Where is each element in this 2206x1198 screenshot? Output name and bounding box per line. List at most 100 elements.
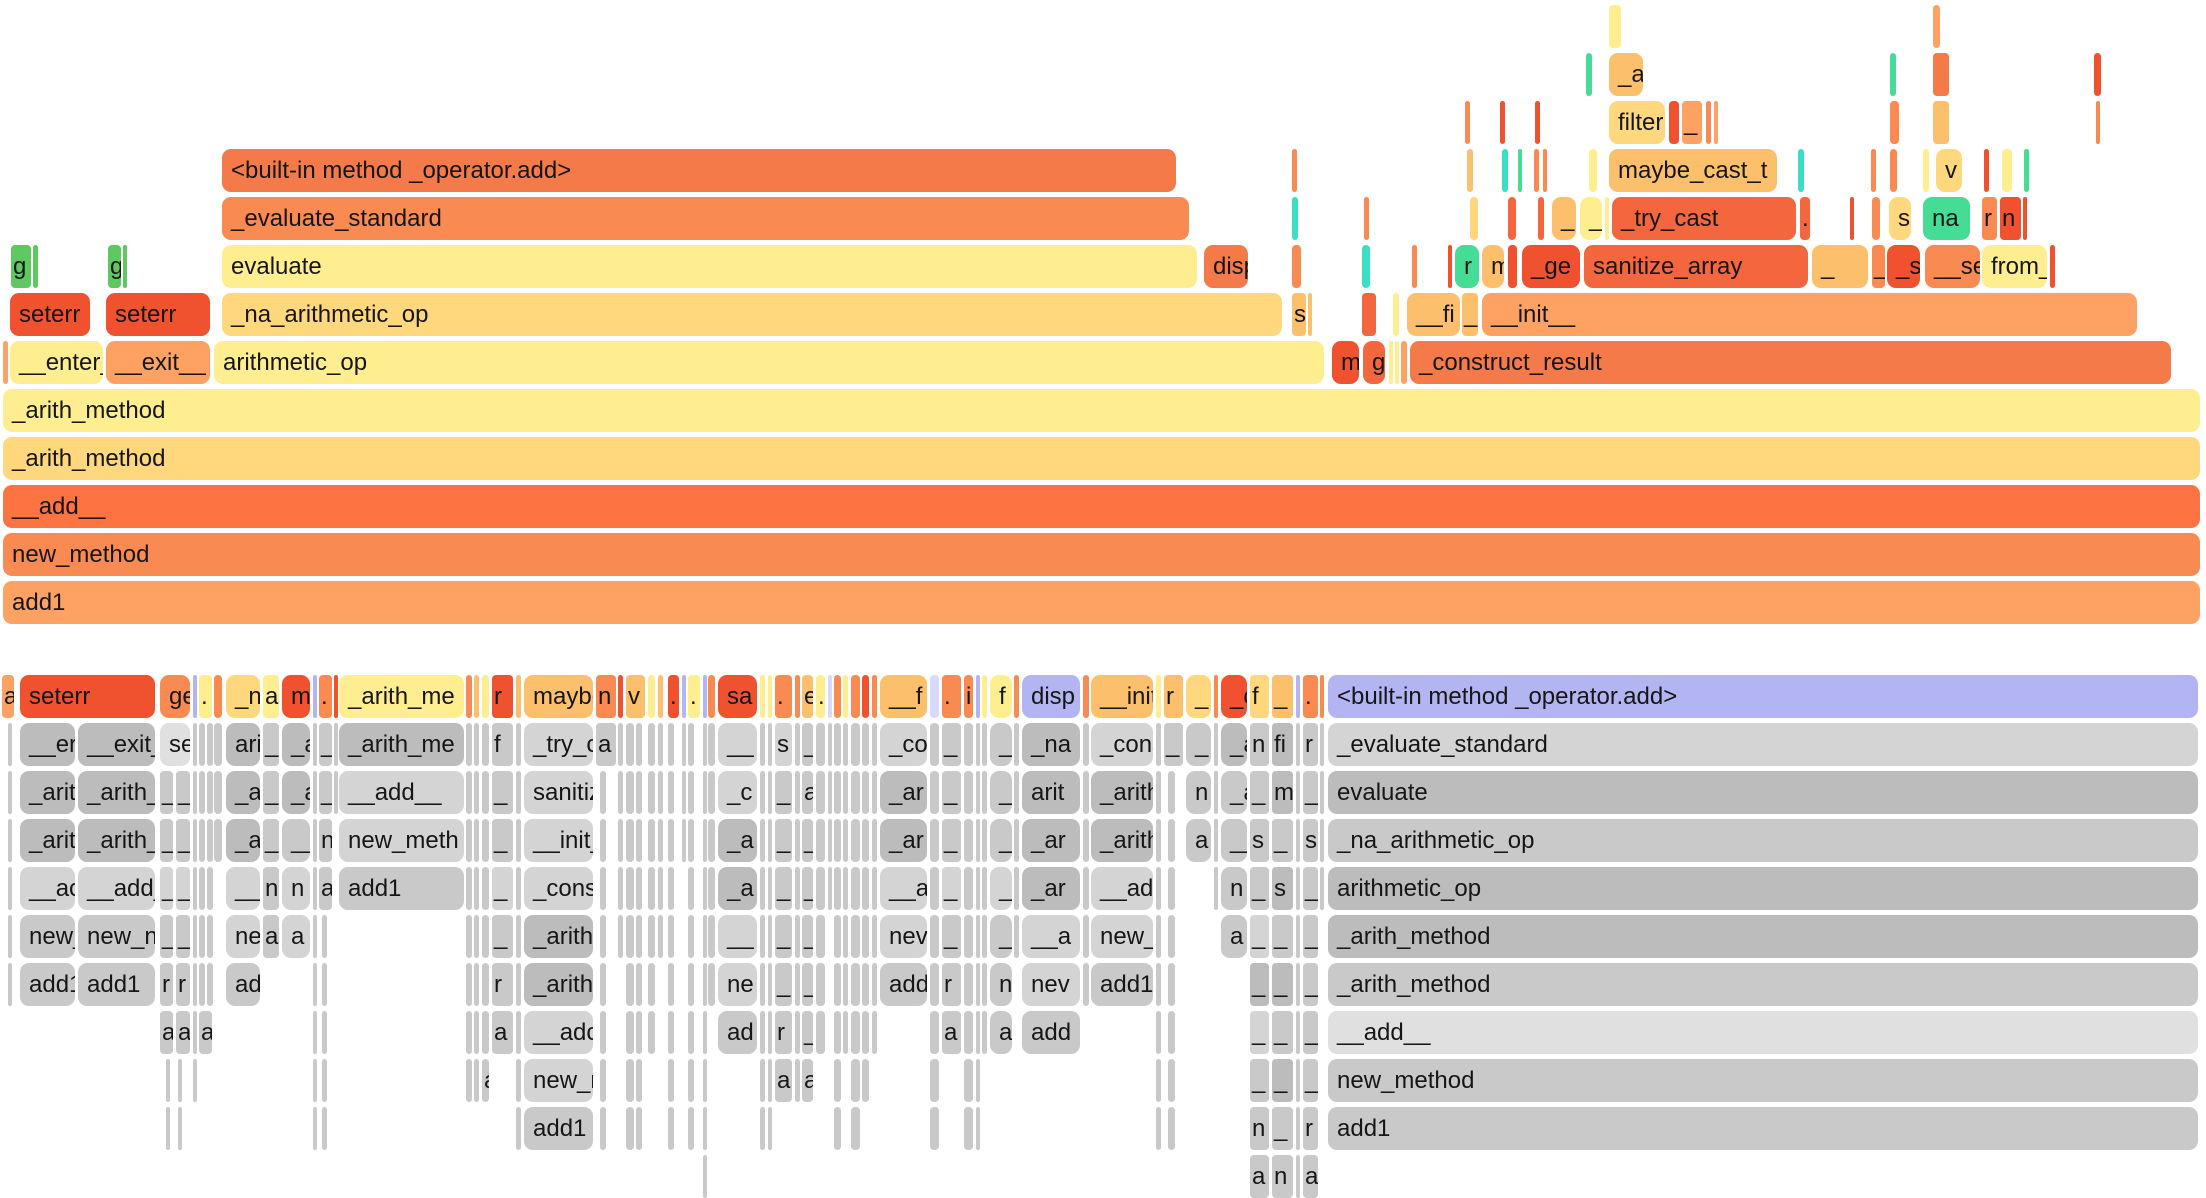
flame-frame-sliver[interactable] — [199, 915, 205, 958]
flame-frame-sliver[interactable] — [1296, 819, 1300, 862]
flame-frame-_[interactable]: _ — [802, 1011, 813, 1054]
flame-frame-sliver[interactable] — [1168, 915, 1175, 958]
flame-frame-sa[interactable]: sa — [718, 675, 757, 718]
flame-frame-seterr[interactable]: seterr — [20, 675, 155, 718]
flame-frame-sliver[interactable] — [1156, 723, 1161, 766]
flame-frame-se[interactable]: se — [160, 723, 190, 766]
flame-frame-sliver[interactable] — [1014, 915, 1019, 958]
flame-frame-sliver[interactable] — [760, 675, 765, 718]
flame-frame-sliver[interactable] — [843, 915, 848, 958]
flame-frame-sliver[interactable] — [708, 771, 715, 814]
flame-frame-_[interactable]: _ — [176, 915, 190, 958]
flame-frame-sliver[interactable] — [816, 771, 825, 814]
flame-frame-evaluate[interactable]: evaluate — [222, 245, 1197, 288]
flame-frame-_[interactable]: _ — [942, 819, 961, 862]
flame-frame-r[interactable]: r — [176, 963, 190, 1006]
flame-frame-sliver[interactable] — [688, 1059, 694, 1102]
flame-frame-sliver[interactable] — [976, 723, 980, 766]
flame-frame-sliver[interactable] — [600, 1059, 606, 1102]
flame-frame-sliver[interactable] — [930, 963, 939, 1006]
flame-frame-sliver[interactable] — [313, 771, 317, 814]
flame-frame-sliver[interactable] — [1605, 197, 1609, 240]
flame-frame-sliver[interactable] — [313, 675, 317, 718]
flame-frame-sliver[interactable] — [1083, 819, 1089, 862]
flame-frame-a[interactable]: a — [263, 675, 279, 718]
flame-frame-sliver[interactable] — [930, 867, 939, 910]
flame-frame-_[interactable]: _ — [802, 915, 813, 958]
flame-frame-sliver[interactable] — [682, 723, 686, 766]
flame-frame-_[interactable]: _ — [775, 771, 792, 814]
flame-frame-n[interactable]: n — [1221, 867, 1247, 910]
flame-frame-r[interactable]: r — [1455, 245, 1479, 288]
flame-frame-sliver[interactable] — [834, 915, 841, 958]
flame-frame-sliver[interactable] — [1890, 53, 1896, 96]
flame-frame-_[interactable]: _ — [1250, 963, 1269, 1006]
flame-frame-a[interactable]: a — [1250, 1155, 1269, 1198]
flame-frame-sliver[interactable] — [1890, 149, 1897, 192]
flame-frame-sliver[interactable] — [760, 1011, 765, 1054]
flame-frame-sliver[interactable] — [1014, 819, 1019, 862]
flame-frame-sliver[interactable] — [708, 675, 715, 718]
flame-frame-sliver[interactable] — [976, 819, 980, 862]
flame-frame-sliver[interactable] — [474, 819, 479, 862]
flame-frame-sliver[interactable] — [872, 1011, 877, 1054]
flame-frame-__add_[interactable]: __add_ — [78, 867, 155, 910]
flame-frame-sliver[interactable] — [322, 963, 327, 1006]
flame-frame-sliver[interactable] — [1214, 819, 1218, 862]
flame-frame-sliver[interactable] — [322, 915, 327, 958]
flame-frame-sliver[interactable] — [1156, 915, 1161, 958]
flame-frame-evaluate[interactable]: evaluate — [1328, 771, 2198, 814]
flame-frame-sliver[interactable] — [1168, 1059, 1175, 1102]
flame-frame-_[interactable]: _ — [1272, 819, 1293, 862]
flame-frame-_cons[interactable]: _cons — [1091, 723, 1153, 766]
flame-frame-sliver[interactable] — [600, 1107, 606, 1150]
flame-frame-ne[interactable]: ne — [226, 915, 260, 958]
flame-frame-_[interactable]: _ — [1303, 963, 1318, 1006]
flame-frame-_a[interactable]: _a — [282, 723, 310, 766]
flame-frame-sliver[interactable] — [2002, 149, 2012, 192]
flame-frame-sliver[interactable] — [313, 915, 317, 958]
flame-frame-sliver[interactable] — [1320, 675, 1324, 718]
flame-frame-_[interactable]: _ — [1272, 1059, 1293, 1102]
flame-frame-sliver[interactable] — [851, 1011, 860, 1054]
flame-frame-sliver[interactable] — [474, 675, 479, 718]
flame-frame-disp[interactable]: disp — [1204, 245, 1248, 288]
flame-frame-sliver[interactable] — [1543, 149, 1547, 192]
flame-frame-sliver[interactable] — [768, 723, 772, 766]
flame-frame-sliver[interactable] — [930, 1011, 939, 1054]
flame-frame-sliver[interactable] — [1412, 245, 1417, 288]
flame-frame-sliver[interactable] — [688, 723, 694, 766]
flame-frame-_[interactable]: _ — [263, 723, 279, 766]
flame-frame-_evaluate_standard[interactable]: _evaluate_standard — [222, 197, 1189, 240]
flame-frame-__[interactable]: __ — [226, 867, 260, 910]
flame-frame-n[interactable]: n — [2000, 197, 2021, 240]
flame-frame-sliver[interactable] — [703, 963, 707, 1006]
flame-frame-sliver[interactable] — [982, 819, 987, 862]
flame-frame-sliver[interactable] — [466, 963, 472, 1006]
flame-frame-sliver[interactable] — [862, 1011, 869, 1054]
flame-frame-sliver[interactable] — [648, 771, 655, 814]
flame-frame-s[interactable]: s — [1272, 867, 1293, 910]
flame-frame-sliver[interactable] — [1890, 101, 1899, 144]
flame-frame-sliver[interactable] — [816, 1011, 825, 1054]
flame-frame-__ac[interactable]: __ac — [20, 867, 75, 910]
flame-frame-sliver[interactable] — [1609, 5, 1621, 48]
flame-frame-sliver[interactable] — [982, 1011, 987, 1054]
flame-frame-sliver[interactable] — [516, 723, 521, 766]
flame-frame-sliver[interactable] — [708, 867, 715, 910]
flame-frame-n[interactable]: n — [263, 867, 279, 910]
flame-frame-sliver[interactable] — [1923, 149, 1929, 192]
flame-frame-_[interactable]: _ — [990, 819, 1012, 862]
flame-frame-_[interactable]: _ — [319, 771, 332, 814]
flame-frame-_try_c[interactable]: _try_c — [524, 723, 593, 766]
flame-frame-sliver[interactable] — [1362, 245, 1370, 288]
flame-frame-sliver[interactable] — [199, 867, 205, 910]
flame-frame-m[interactable]: m — [1332, 341, 1359, 384]
flame-frame-sliver[interactable] — [1467, 149, 1473, 192]
flame-frame-_[interactable]: _ — [990, 915, 1012, 958]
flame-frame-sliver[interactable] — [851, 867, 860, 910]
flame-frame-sliver[interactable] — [1292, 197, 1298, 240]
flame-frame-sliver[interactable] — [1083, 771, 1089, 814]
flame-frame-__init_[interactable]: __init_ — [1091, 675, 1153, 718]
flame-frame-sliver[interactable] — [1933, 53, 1949, 96]
